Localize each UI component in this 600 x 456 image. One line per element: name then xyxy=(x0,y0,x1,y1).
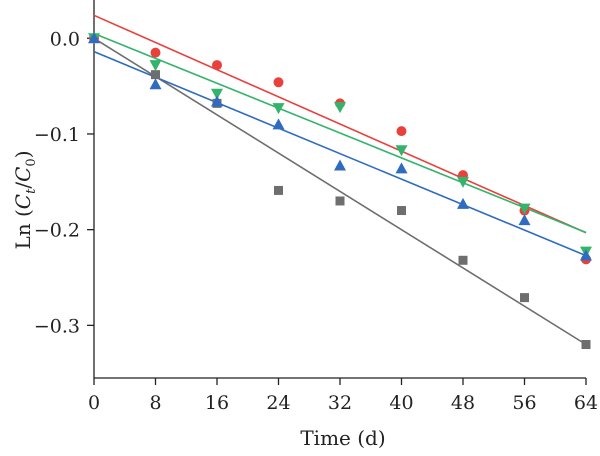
marker-square-3 xyxy=(274,185,283,195)
y-tick-label-2: −0.2 xyxy=(34,220,80,242)
y-label-slash: / xyxy=(11,182,35,189)
marker-triangle-up-2 xyxy=(211,95,223,107)
marker-triangle-up-0 xyxy=(88,32,100,44)
marker-square-8 xyxy=(581,340,591,350)
marker-circle-3 xyxy=(273,77,284,88)
tick-labels: 0 8 16 24 32 40 48 56 64 0.0 −0.1 −0.2 −0.3 xyxy=(34,28,598,414)
marker-circle-1 xyxy=(150,47,161,58)
fit-line-square xyxy=(93,37,587,346)
marker-triangle-down-3 xyxy=(272,103,285,115)
y-label-sub-t: t xyxy=(24,188,39,194)
x-tick-label-4: 32 xyxy=(328,392,352,414)
marker-triangle-down-1 xyxy=(149,60,162,72)
marker-triangle-down-5 xyxy=(395,145,408,157)
y-axis-label: Ln (Ct/C0) xyxy=(11,150,39,249)
marker-triangle-up-8 xyxy=(580,249,592,261)
x-tick-label-5: 40 xyxy=(389,392,413,414)
fit-line-triangle-up xyxy=(93,50,587,257)
marker-square-5 xyxy=(397,206,406,216)
fit-line-triangle-down xyxy=(93,32,587,234)
x-tick-label-1: 8 xyxy=(149,392,161,414)
marker-square-4 xyxy=(335,196,345,206)
fit-line-circle xyxy=(93,14,587,234)
marker-triangle-down-4 xyxy=(334,102,346,114)
y-tick-label-0: 0.0 xyxy=(50,28,80,50)
y-label-suffix: ) xyxy=(11,150,35,158)
x-tick-label-7: 56 xyxy=(512,392,536,414)
marker-circle-2 xyxy=(212,60,222,71)
data-markers xyxy=(88,32,592,350)
y-label-prefix: Ln ( xyxy=(11,209,35,249)
marker-circle-5 xyxy=(396,126,407,137)
x-tick-label-0: 0 xyxy=(88,392,100,414)
marker-triangle-down-2 xyxy=(211,88,223,100)
axes xyxy=(87,0,587,385)
y-label-sub-0: 0 xyxy=(24,158,39,166)
y-label-c1: C xyxy=(11,194,35,209)
marker-triangle-down-7 xyxy=(518,203,531,215)
marker-triangle-up-1 xyxy=(149,78,162,90)
marker-triangle-down-6 xyxy=(457,176,469,188)
marker-triangle-up-5 xyxy=(395,162,408,174)
y-label-c2: C xyxy=(11,167,35,182)
fit-lines xyxy=(93,14,587,346)
marker-square-1 xyxy=(151,70,160,80)
marker-square-7 xyxy=(520,293,529,303)
marker-triangle-up-4 xyxy=(334,159,346,171)
y-tick-label-3: −0.3 xyxy=(34,315,80,337)
x-tick-label-6: 48 xyxy=(451,392,475,414)
marker-triangle-up-6 xyxy=(457,197,469,209)
y-tick-label-1: −0.1 xyxy=(34,124,80,146)
x-tick-label-3: 24 xyxy=(266,392,290,414)
marker-triangle-up-7 xyxy=(518,214,531,226)
x-tick-label-8: 64 xyxy=(574,392,598,414)
x-axis-label: Time (d) xyxy=(300,426,385,450)
x-tick-label-2: 16 xyxy=(205,392,229,414)
marker-square-6 xyxy=(458,255,468,265)
marker-triangle-up-3 xyxy=(272,118,285,130)
